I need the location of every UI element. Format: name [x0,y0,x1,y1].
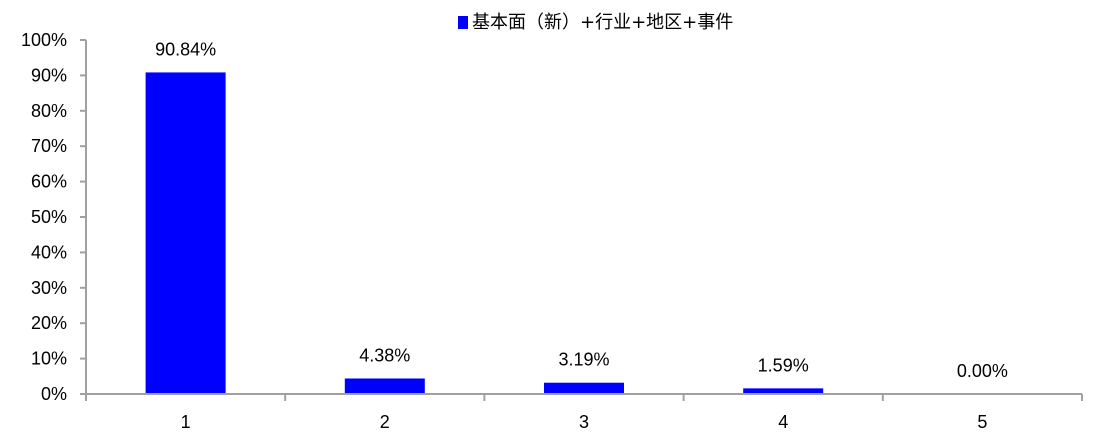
y-tick-label: 10% [31,349,67,369]
bar [544,382,624,394]
x-axis-ticks: 1 2 3 4 5 [85,394,1083,432]
x-tick-label: 1 [181,412,191,432]
x-tick-label: 2 [380,412,390,432]
data-labels: 90.84% 4.38% 3.19% 1.59% 0.00% [155,39,1008,381]
y-tick-label: 30% [31,278,67,298]
y-tick-label: 60% [31,172,67,192]
x-tick-label: 4 [778,412,788,432]
x-tick-label: 5 [977,412,987,432]
x-tick-label: 3 [579,412,589,432]
y-tick-label: 80% [31,101,67,121]
data-label: 90.84% [155,39,216,59]
bar [344,378,425,394]
y-tick-label: 90% [31,65,67,85]
data-label: 1.59% [758,355,809,375]
data-label: 3.19% [558,350,609,370]
y-tick-label: 40% [31,242,67,262]
y-tick-label: 70% [31,136,67,156]
bar [145,72,226,395]
y-tick-label: 20% [31,313,67,333]
legend: 基本面（新）+行业+地区+事件 [458,12,733,33]
bar [743,388,824,394]
data-label: 0.00% [957,361,1008,381]
legend-swatch [458,16,468,29]
y-tick-label: 50% [31,207,67,227]
legend-label: 基本面（新）+行业+地区+事件 [472,12,733,33]
y-axis-ticks: 0% 10% 20% 30% 40% 50% 60% 70% 80% 90% 100% [21,30,86,404]
y-tick-label: 0% [41,384,67,404]
y-tick-label: 100% [21,30,67,50]
bars [145,72,824,395]
data-label: 4.38% [359,345,410,365]
